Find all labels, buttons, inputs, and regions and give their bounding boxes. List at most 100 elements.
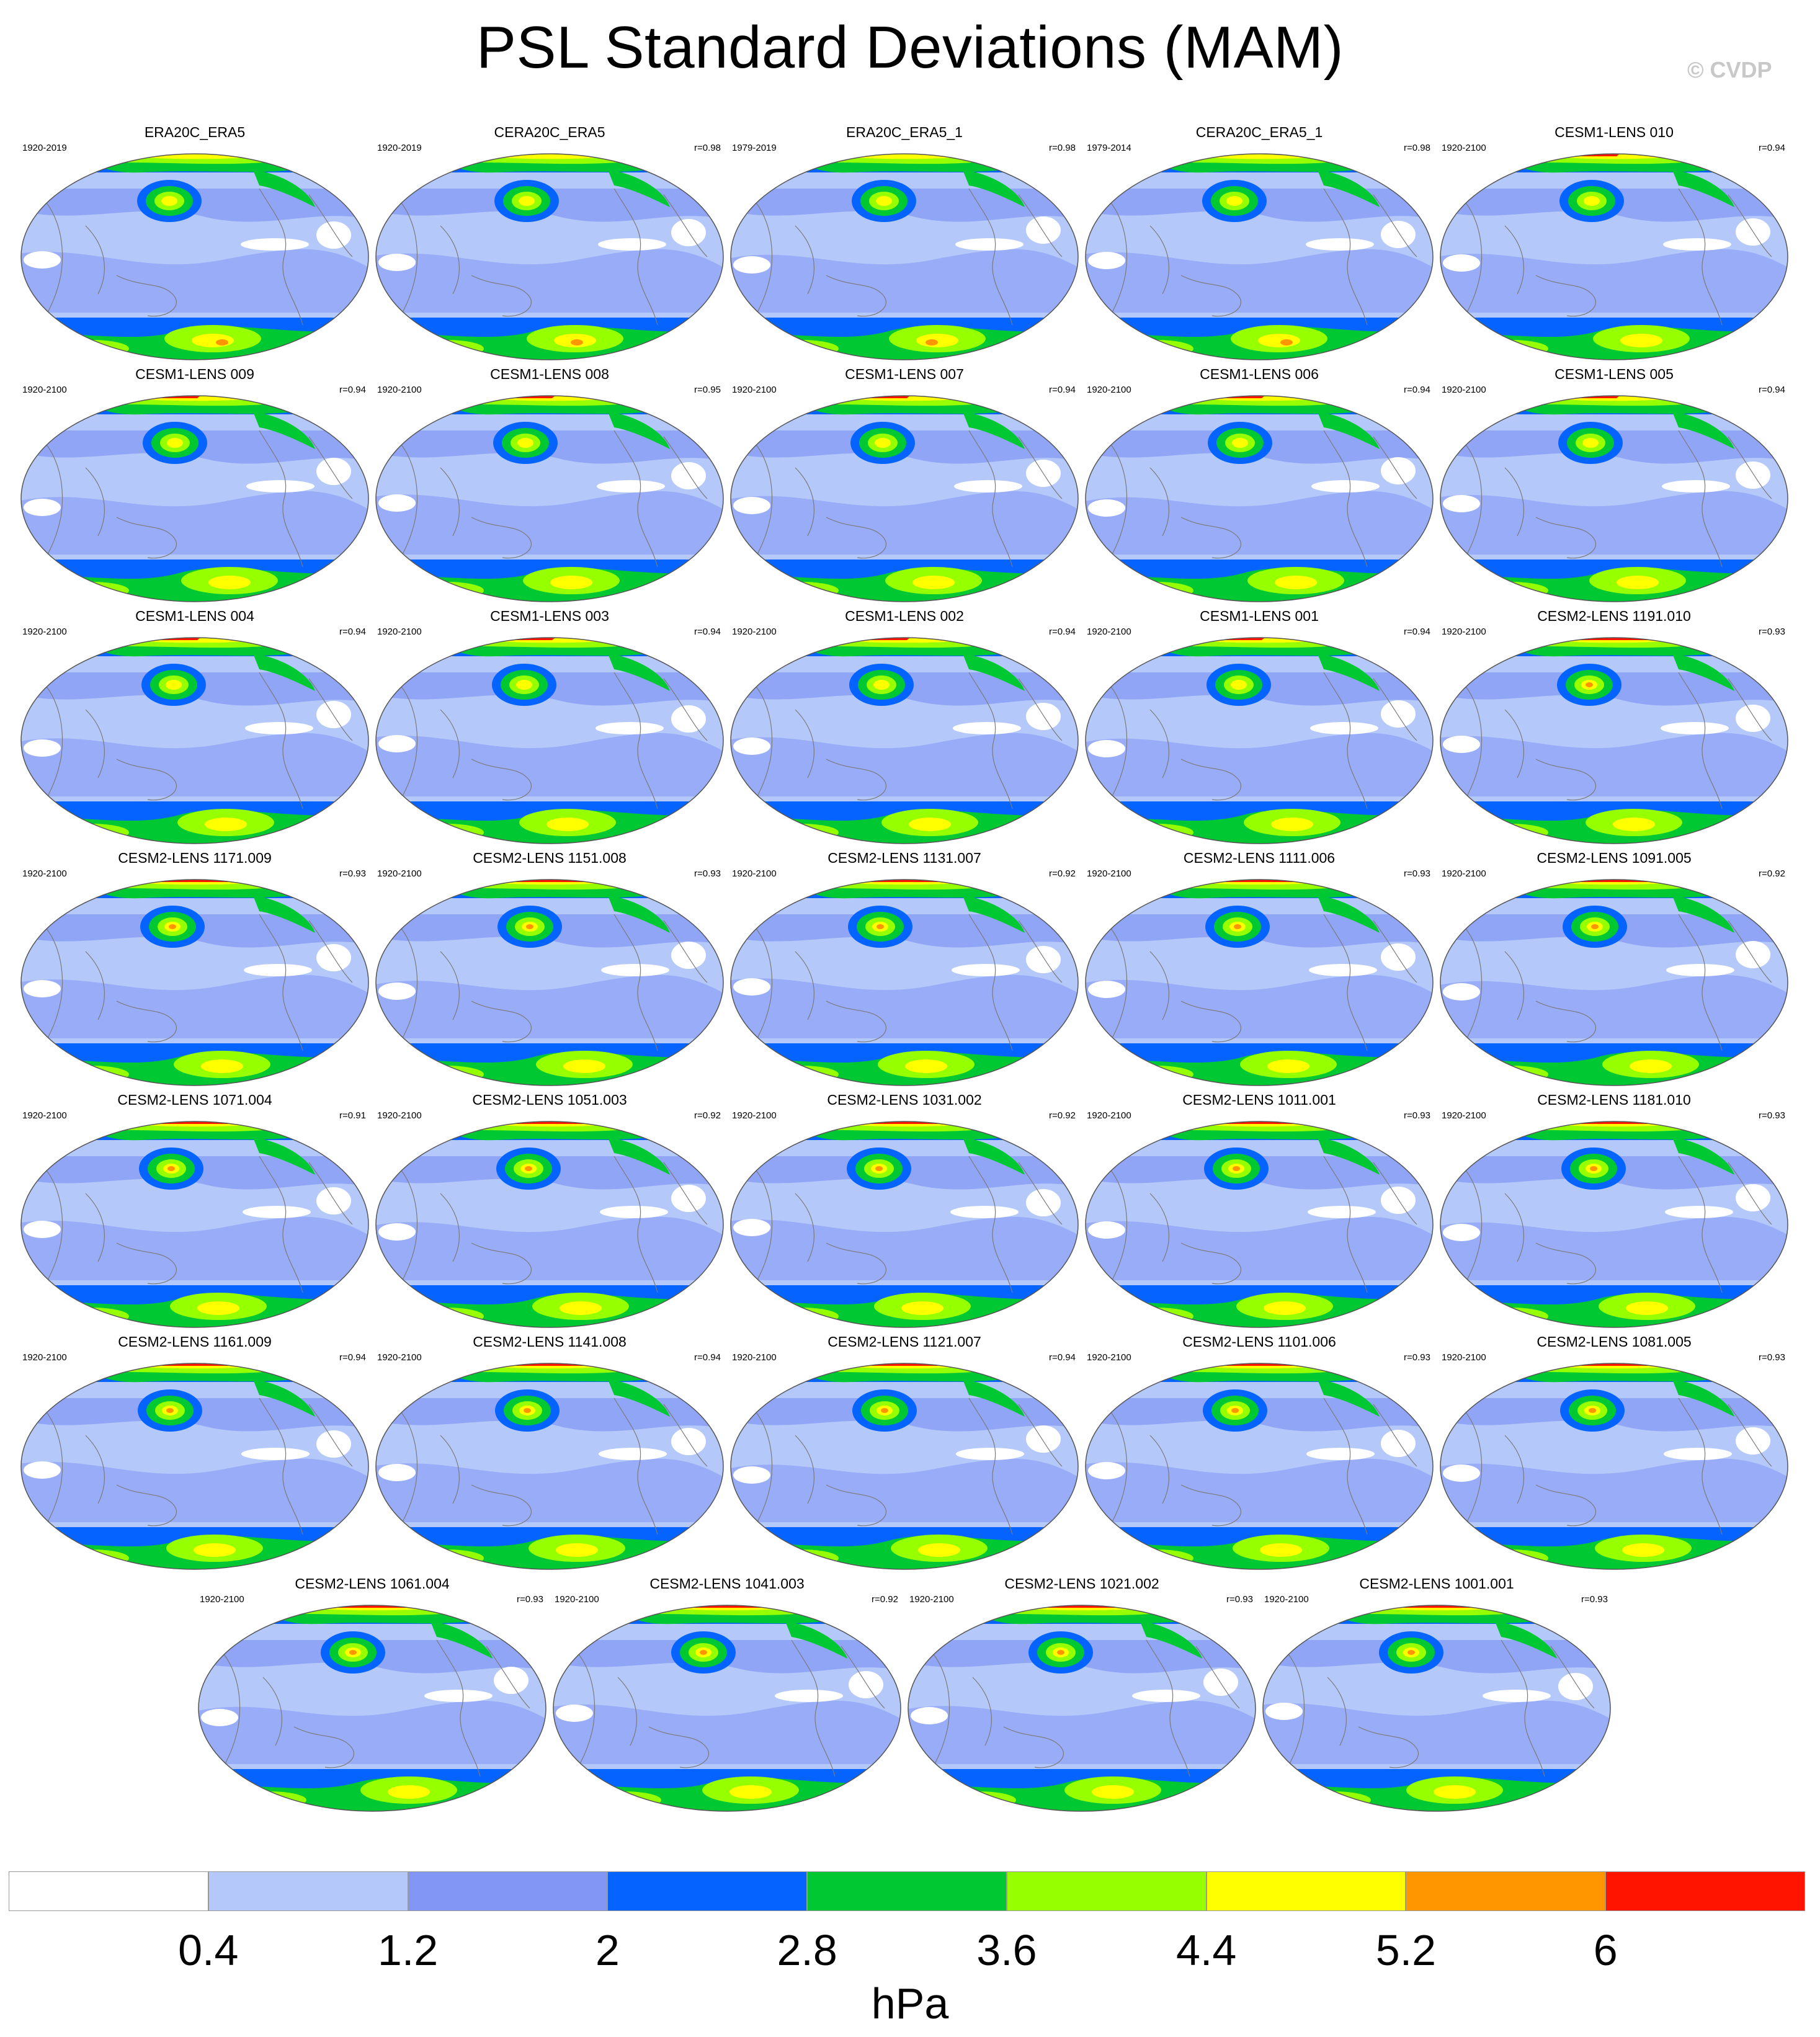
colorbar-swatch	[208, 1871, 408, 1911]
panel-pattern-correlation: r=0.92	[872, 1594, 898, 1605]
panel-title: CESM2-LENS 1111.006	[1183, 850, 1336, 866]
figure-title: PSL Standard Deviations (MAM)	[476, 14, 1344, 81]
panel-period: 1920-2100	[1087, 868, 1131, 879]
panel-title: CESM2-LENS 1121.007	[827, 1334, 981, 1350]
colorbar-swatch	[9, 1871, 208, 1911]
map-panel: CESM1-LENS 004 1920-2100 r=0.94	[17, 608, 372, 846]
panel-pattern-correlation: r=0.94	[1049, 1352, 1076, 1363]
panel-title: CERA20C_ERA5_1	[1195, 124, 1323, 140]
panel-title: CESM2-LENS 1101.006	[1182, 1334, 1336, 1350]
panel-pattern-correlation: r=0.93	[1759, 626, 1785, 637]
panel-pattern-correlation: r=0.92	[1049, 868, 1076, 879]
panel-title: CESM1-LENS 007	[845, 366, 964, 382]
colorbar	[9, 1871, 1805, 1914]
colorbar-tick-label: 0.4	[178, 1926, 239, 1974]
map-panel: CESM1-LENS 003 1920-2100 r=0.94	[372, 608, 727, 846]
panel-period: 1920-2100	[732, 868, 777, 879]
panel-title: CESM1-LENS 006	[1200, 366, 1319, 382]
copyright-watermark: © CVDP	[1687, 57, 1772, 82]
colorbar-swatch	[408, 1871, 608, 1911]
panel-period: 1920-2100	[1442, 1110, 1486, 1121]
panel-period: 1920-2100	[909, 1594, 954, 1605]
panel-pattern-correlation: r=0.93	[1759, 1110, 1785, 1121]
panel-pattern-correlation: r=0.95	[694, 385, 721, 395]
map-panel: CERA20C_ERA5_1 1979-2014 r=0.98	[1082, 124, 1437, 362]
panel-period: 1920-2100	[1087, 626, 1131, 637]
map-panel: CESM2-LENS 1131.007 1920-2100 r=0.92	[727, 850, 1082, 1088]
panel-pattern-correlation: r=0.93	[1404, 868, 1430, 879]
panel-title: CESM1-LENS 005	[1555, 366, 1674, 382]
map-panel: CESM1-LENS 007 1920-2100 r=0.94	[727, 366, 1082, 604]
panel-title: CESM2-LENS 1051.003	[472, 1092, 627, 1108]
panel-title: CESM2-LENS 1141.008	[473, 1334, 627, 1350]
panel-pattern-correlation: r=0.93	[1581, 1594, 1608, 1605]
panel-period: 1979-2019	[732, 143, 777, 153]
panel-title: CESM2-LENS 1181.010	[1537, 1092, 1691, 1108]
panel-title: CESM2-LENS 1131.007	[827, 850, 981, 866]
map-panel: CESM2-LENS 1071.004 1920-2100 r=0.91	[17, 1092, 372, 1330]
map-panel: CESM1-LENS 008 1920-2100 r=0.95	[372, 366, 727, 604]
panel-period: 1920-2100	[1442, 1352, 1486, 1363]
map-panel: ERA20C_ERA5 1920-2019	[17, 124, 372, 362]
panel-period: 1920-2100	[377, 1352, 422, 1363]
panel-pattern-correlation: r=0.94	[339, 626, 366, 637]
colorbar-swatch	[607, 1871, 808, 1911]
panel-period: 1920-2100	[732, 626, 777, 637]
panel-pattern-correlation: r=0.94	[694, 626, 721, 637]
panel-period: 1920-2100	[732, 1110, 777, 1121]
panel-pattern-correlation: r=0.93	[1404, 1110, 1430, 1121]
panel-period: 1920-2100	[22, 868, 67, 879]
panel-period: 1920-2100	[1442, 868, 1486, 879]
panel-period: 1920-2100	[1087, 1110, 1131, 1121]
panel-period: 1920-2100	[200, 1594, 244, 1605]
colorbar-swatch	[1605, 1871, 1805, 1911]
panel-title: CESM2-LENS 1021.002	[1004, 1576, 1159, 1592]
panel-period: 1979-2014	[1087, 143, 1131, 153]
map-panel: CESM2-LENS 1181.010 1920-2100 r=0.93	[1437, 1092, 1791, 1330]
map-panel: CESM2-LENS 1001.001 1920-2100 r=0.93	[1259, 1576, 1614, 1814]
colorbar-tick-label: 4.4	[1176, 1926, 1237, 1974]
panel-title: CESM1-LENS 003	[490, 608, 609, 624]
colorbar-swatch	[1406, 1871, 1606, 1911]
colorbar-swatch	[1006, 1871, 1207, 1911]
panel-period: 1920-2019	[22, 143, 67, 153]
map-panel: CESM2-LENS 1141.008 1920-2100 r=0.94	[372, 1334, 727, 1572]
colorbar-swatch	[1206, 1871, 1406, 1911]
colorbar-tick-label: 3.6	[976, 1926, 1037, 1974]
map-panel: CESM2-LENS 1091.005 1920-2100 r=0.92	[1437, 850, 1791, 1088]
map-panel: CESM1-LENS 006 1920-2100 r=0.94	[1082, 366, 1437, 604]
panel-period: 1920-2100	[377, 626, 422, 637]
panel-title: CESM1-LENS 004	[135, 608, 254, 624]
panel-title: CESM2-LENS 1001.001	[1359, 1576, 1514, 1592]
map-panel: CESM2-LENS 1171.009 1920-2100 r=0.93	[17, 850, 372, 1088]
panel-pattern-correlation: r=0.94	[1049, 385, 1076, 395]
panel-pattern-correlation: r=0.94	[1759, 385, 1785, 395]
map-panel: CESM1-LENS 001 1920-2100 r=0.94	[1082, 608, 1437, 846]
panel-title: ERA20C_ERA5_1	[846, 124, 963, 140]
colorbar-units-label: hPa	[871, 1979, 949, 2028]
colorbar-tick-label: 2	[595, 1926, 620, 1974]
map-panel: CERA20C_ERA5 1920-2019 r=0.98	[372, 124, 727, 362]
panel-title: CESM2-LENS 1191.010	[1537, 608, 1691, 624]
panel-title: CESM1-LENS 010	[1555, 124, 1674, 140]
panel-title: CESM1-LENS 008	[490, 366, 609, 382]
panel-pattern-correlation: r=0.93	[517, 1594, 543, 1605]
panel-period: 1920-2100	[555, 1594, 599, 1605]
colorbar-tick-label: 5.2	[1375, 1926, 1437, 1974]
panel-title: CESM1-LENS 009	[135, 366, 254, 382]
panel-pattern-correlation: r=0.92	[694, 1110, 721, 1121]
map-panel: CESM2-LENS 1191.010 1920-2100 r=0.93	[1437, 608, 1791, 846]
colorbar-swatch	[807, 1871, 1007, 1911]
panel-pattern-correlation: r=0.94	[1759, 143, 1785, 153]
map-panel: CESM2-LENS 1061.004 1920-2100 r=0.93	[195, 1576, 550, 1814]
panel-pattern-correlation: r=0.93	[339, 868, 366, 879]
panel-pattern-correlation: r=0.93	[1404, 1352, 1430, 1363]
panel-pattern-correlation: r=0.98	[1404, 143, 1430, 153]
panel-period: 1920-2100	[1264, 1594, 1309, 1605]
panel-period: 1920-2100	[22, 1110, 67, 1121]
panel-title: CESM2-LENS 1081.005	[1537, 1334, 1692, 1350]
map-panel: CESM2-LENS 1011.001 1920-2100 r=0.93	[1082, 1092, 1437, 1330]
panel-period: 1920-2100	[1087, 385, 1131, 395]
panel-period: 1920-2100	[377, 385, 422, 395]
panel-period: 1920-2100	[1442, 385, 1486, 395]
